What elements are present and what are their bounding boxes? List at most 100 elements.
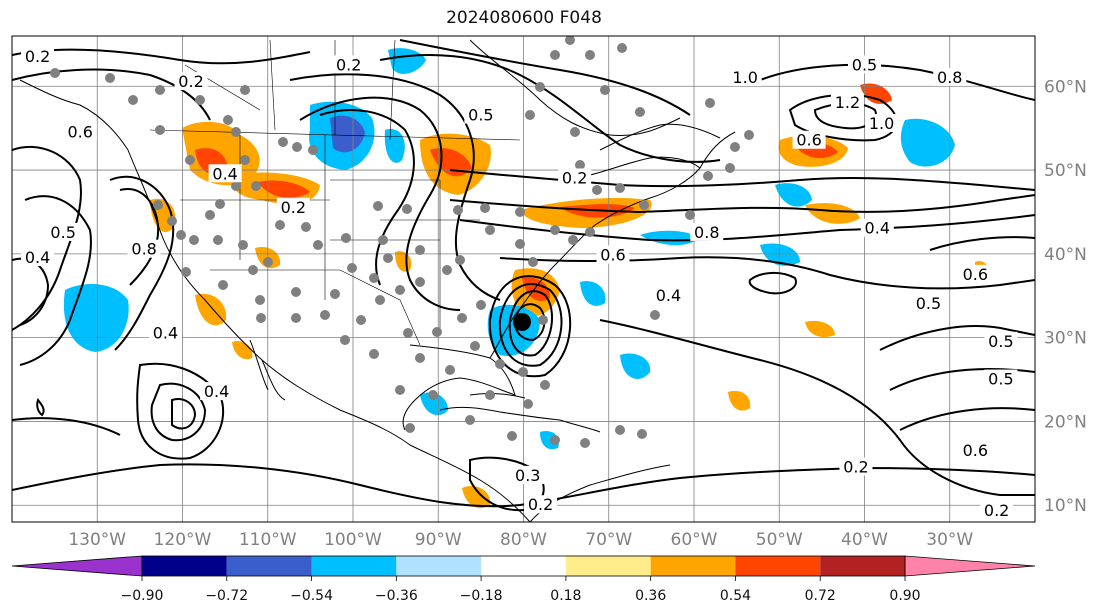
contour-label: 0.4: [212, 164, 237, 183]
contour-label: 0.2: [562, 168, 587, 187]
contour-label: 0.2: [528, 495, 553, 514]
contour-label-bg: [148, 323, 182, 342]
colorbar-extend-high: [904, 555, 1036, 577]
colorbar-label: −0.54: [290, 588, 333, 604]
colorbar-swatch: [396, 556, 482, 576]
contour-label: 0.6: [963, 441, 988, 460]
contour-label: 0.4: [25, 248, 50, 267]
lon-tick-label: 80°W: [500, 530, 547, 550]
contour-label: 0.5: [988, 370, 1013, 389]
contour-label-bg: [911, 294, 945, 313]
colorbar-swatch: [311, 556, 397, 576]
lon-tick-label: 110°W: [239, 530, 297, 550]
contour-label-bg: [21, 248, 55, 267]
contour-label-bg: [958, 440, 992, 459]
contour-label: 1.2: [835, 93, 860, 112]
map-content: 0.20.20.20.40.20.50.4 0.80.60.40.40.50.20…: [12, 36, 1035, 522]
contour-label: 0.4: [153, 323, 178, 342]
contour-label-bg: [21, 46, 55, 65]
contour-label-bg: [558, 168, 592, 187]
contour-label: 0.8: [131, 240, 156, 259]
colorbar-swatch: [735, 556, 821, 576]
contour-label: 0.2: [281, 198, 306, 217]
lat-tick-label: 60°N: [1044, 77, 1087, 97]
contour-label-bg: [980, 501, 1014, 520]
colorbar-swatch: [820, 556, 905, 576]
contour-label: 1.0: [732, 68, 757, 87]
contour-label-bg: [933, 67, 967, 86]
lon-tick-label: 70°W: [585, 530, 632, 550]
lon-tick-label: 60°W: [671, 530, 718, 550]
contour-label-bg: [984, 369, 1018, 388]
contour-label-bg: [848, 55, 881, 74]
colorbar-outline: [141, 555, 906, 577]
colorbar-label: 0.36: [635, 588, 666, 604]
contour-label-bg: [958, 264, 992, 283]
contour-label-bg: [511, 465, 545, 484]
colorbar-label: −0.18: [460, 588, 503, 604]
contour-label: 0.2: [336, 55, 361, 74]
lon-tick-label: 100°W: [324, 530, 382, 550]
contour-label: 0.6: [963, 265, 988, 284]
contour-label: 0.6: [796, 131, 821, 150]
contour-label: 0.5: [916, 294, 941, 313]
contour-label-bg: [651, 285, 685, 304]
contour-label-bg: [174, 72, 208, 91]
lon-tick-label: 120°W: [154, 530, 212, 550]
contour-label-bg: [690, 222, 724, 241]
station-markers: [50, 36, 754, 448]
contour-label-bg: [860, 218, 894, 237]
colorbar-swatch: [142, 556, 227, 576]
lon-tick-label: 30°W: [926, 530, 973, 550]
contour-labels: 0.20.20.20.40.20.50.4 0.80.60.40.40.50.20…: [21, 46, 1018, 520]
colorbar: −0.90 −0.72 −0.54 −0.36 −0.18 0.18 0.36 0.54 0.7…: [11, 555, 1036, 604]
contour-label: 0.3: [515, 466, 540, 485]
contour-label-bg: [332, 55, 366, 74]
contour-label: 0.2: [178, 72, 203, 91]
contour-label: 0.4: [865, 219, 890, 238]
contour-label: 0.2: [984, 501, 1009, 520]
contour-label-bg: [830, 93, 864, 112]
contour-label-bg: [276, 197, 310, 216]
contour-label-bg: [127, 239, 161, 258]
colorbar-label: 0.72: [805, 588, 836, 604]
lat-tick-label: 40°N: [1044, 245, 1087, 265]
contour-label-bg: [464, 105, 498, 124]
lat-tick-label: 50°N: [1044, 161, 1087, 181]
map-frame: [11, 35, 1036, 523]
contour-label: 0.5: [852, 55, 877, 74]
lon-tick-label: 40°W: [841, 530, 888, 550]
contour-label-bg: [728, 67, 762, 86]
contour-label: 0.2: [843, 458, 868, 477]
colorbar-extend-low: [11, 555, 143, 577]
contour-label: 0.5: [468, 106, 493, 125]
contour-label: 0.4: [656, 286, 681, 305]
contour-label-bg: [839, 457, 873, 476]
contour-label: 0.2: [25, 47, 50, 66]
contour-label-bg: [63, 122, 97, 141]
contour-label: 0.8: [937, 68, 962, 87]
colorbar-swatch: [226, 556, 312, 576]
contour-label-bg: [46, 222, 80, 241]
colorbar-label: −0.90: [121, 588, 164, 604]
lat-tick-label: 30°N: [1044, 329, 1087, 349]
contour-label-bg: [208, 164, 242, 183]
lon-tick-label: 130°W: [68, 530, 126, 550]
contour-label: 1.0: [869, 114, 894, 133]
lat-tick-label: 10°N: [1044, 496, 1087, 516]
contour-label: 0.5: [988, 332, 1013, 351]
contour-label: 0.8: [694, 223, 719, 242]
contour-label-bg: [865, 113, 899, 132]
colorbar-swatch: [650, 556, 736, 576]
contour-label-bg: [792, 130, 826, 149]
colorbar-label: −0.36: [375, 588, 418, 604]
contour-label-bg: [524, 495, 558, 514]
cyclone-center-marker: [513, 313, 531, 331]
contour-label: 0.5: [50, 223, 75, 242]
colorbar-label: 0.54: [720, 588, 751, 604]
lon-tick-label: 50°W: [756, 530, 803, 550]
longitude-labels: 130°W 120°W 110°W 100°W 90°W 80°W 70°W 60°W 50°W…: [68, 530, 973, 550]
contour-label: 0.4: [204, 382, 229, 401]
lon-tick-label: 90°W: [415, 530, 462, 550]
